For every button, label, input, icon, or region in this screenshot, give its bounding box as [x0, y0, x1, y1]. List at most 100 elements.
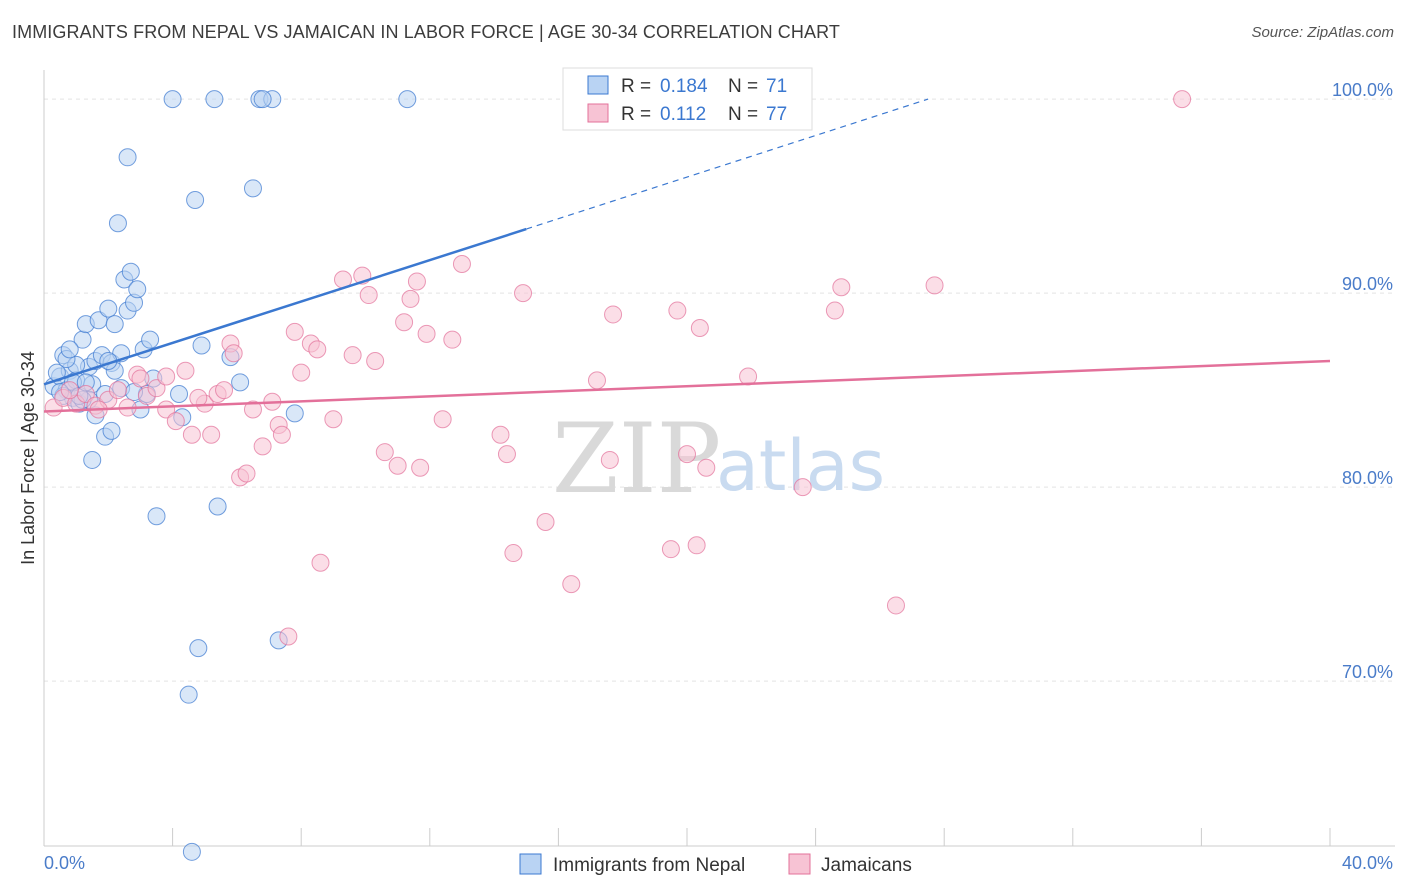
jamaicans-point-60 — [687, 536, 706, 555]
legend-swatch-blue — [587, 75, 609, 95]
jamaicans-point-74 — [224, 344, 243, 363]
y-tick-label-3: 100.0% — [1332, 80, 1393, 100]
jamaicans-point-6 — [108, 381, 127, 400]
legend-n-value-1: 71 — [766, 76, 787, 97]
y-axis-label: In Labor Force | Age 30-34 — [18, 351, 38, 565]
jamaicans-point-27 — [285, 322, 304, 341]
nepal-point-34 — [179, 685, 198, 704]
nepal-point-30 — [147, 507, 166, 526]
nepal-point-40 — [231, 373, 250, 392]
nepal-point-56 — [189, 639, 208, 658]
y-tick-label-1: 80.0% — [1342, 468, 1393, 488]
nepal-point-38 — [208, 497, 227, 516]
jamaicans-point-30 — [308, 340, 327, 359]
jamaicans-point-49 — [497, 445, 516, 464]
jamaicans-point-75 — [272, 425, 291, 444]
trend-lines — [43, 98, 1331, 413]
jamaicans-point-54 — [587, 371, 606, 390]
nepal-point-45 — [285, 404, 304, 423]
jamaicans-point-65 — [825, 301, 844, 320]
jamaicans-point-18 — [215, 381, 234, 400]
nepal-point-36 — [192, 336, 211, 355]
tick-labels: 70.0% 80.0% 90.0% 100.0% 0.0% 40.0% — [44, 80, 1393, 873]
jamaicans-point-42 — [407, 272, 426, 291]
series-jamaicans-points — [44, 90, 1192, 646]
jamaicans-point-46 — [443, 330, 462, 349]
bottom-legend: Immigrants from Nepal Jamaicans — [519, 853, 912, 876]
jamaicans-point-22 — [243, 400, 262, 419]
jamaicans-point-57 — [661, 540, 680, 559]
jamaicans-point-68 — [925, 276, 944, 295]
nepal-point-18 — [105, 315, 124, 334]
jamaicans-point-34 — [343, 346, 362, 365]
jamaicans-point-44 — [417, 324, 436, 343]
axes — [43, 70, 1395, 847]
jamaicans-point-67 — [886, 596, 905, 615]
bottom-legend-jamaicans: Jamaicans — [821, 855, 912, 876]
legend: R = 0.184 N = 71 R = 0.112 N = 77 — [562, 67, 813, 131]
nepal-point-35 — [186, 190, 205, 209]
jamaicans-point-31 — [311, 553, 330, 572]
jamaicans-point-36 — [359, 286, 378, 305]
x-tick-label-1: 40.0% — [1342, 853, 1393, 873]
series-nepal-points — [44, 90, 417, 861]
nepal-trend-line — [43, 227, 527, 386]
jamaicans-point-23 — [253, 437, 272, 456]
legend-r-label-1: R = — [621, 76, 651, 97]
jamaicans-point-14 — [182, 425, 201, 444]
jamaicans-point-13 — [176, 361, 195, 380]
jamaicans-point-51 — [514, 284, 533, 303]
jamaicans-point-26 — [279, 627, 298, 646]
jamaicans-point-56 — [604, 305, 623, 324]
jamaicans-point-39 — [388, 456, 407, 475]
bottom-legend-swatch-jamaicans — [788, 853, 811, 875]
legend-n-label-1: N = — [728, 76, 758, 97]
jamaicans-point-69 — [1173, 90, 1192, 109]
nepal-point-50 — [102, 421, 121, 440]
jamaicans-point-76 — [157, 367, 176, 386]
jamaicans-point-50 — [504, 544, 523, 563]
nepal-point-32 — [170, 384, 189, 403]
jamaicans-point-12 — [166, 412, 185, 431]
jamaicans-point-61 — [690, 319, 709, 338]
legend-r-label-2: R = — [621, 104, 651, 125]
legend-r-value-1: 0.184 — [660, 76, 708, 97]
jamaicans-point-47 — [452, 255, 471, 273]
jamaicans-point-28 — [292, 363, 311, 382]
jamaicans-point-37 — [366, 352, 385, 370]
nepal-point-48 — [83, 450, 102, 469]
nepal-point-57 — [182, 842, 201, 861]
legend-n-value-2: 77 — [766, 104, 787, 125]
jamaicans-point-48 — [491, 425, 510, 444]
jamaicans-point-10 — [147, 379, 166, 398]
nepal-point-41 — [243, 179, 262, 198]
jamaicans-point-62 — [697, 458, 716, 477]
jamaicans-point-70 — [60, 381, 79, 400]
y-tick-label-0: 70.0% — [1342, 662, 1393, 682]
nepal-point-46 — [398, 90, 417, 109]
jamaicans-point-73 — [189, 388, 208, 407]
nepal-point-19 — [108, 214, 127, 233]
x-tick-label-0: 0.0% — [44, 853, 85, 873]
jamaicans-point-52 — [536, 513, 555, 532]
jamaicans-point-59 — [678, 445, 696, 464]
chart-source: Source: ZipAtlas.com — [1251, 24, 1394, 41]
nepal-point-58 — [253, 90, 272, 109]
jamaicans-point-53 — [562, 575, 581, 594]
jamaicans-point-58 — [668, 301, 687, 320]
jamaicans-point-40 — [395, 313, 414, 332]
jamaicans-point-72 — [131, 369, 150, 388]
legend-r-value-2: 0.112 — [660, 104, 706, 125]
nepal-trend-extension — [526, 98, 929, 230]
nepal-point-25 — [128, 280, 147, 299]
jamaicans-point-41 — [401, 289, 420, 308]
watermark-zip: ZIP — [552, 403, 721, 515]
y-tick-label-2: 90.0% — [1342, 274, 1393, 294]
nepal-point-37 — [205, 90, 224, 109]
jamaicans-point-45 — [433, 410, 452, 429]
jamaicans-point-64 — [793, 478, 812, 497]
legend-swatch-pink — [587, 103, 609, 123]
jamaicans-point-32 — [324, 410, 343, 429]
nepal-point-16 — [99, 299, 118, 318]
